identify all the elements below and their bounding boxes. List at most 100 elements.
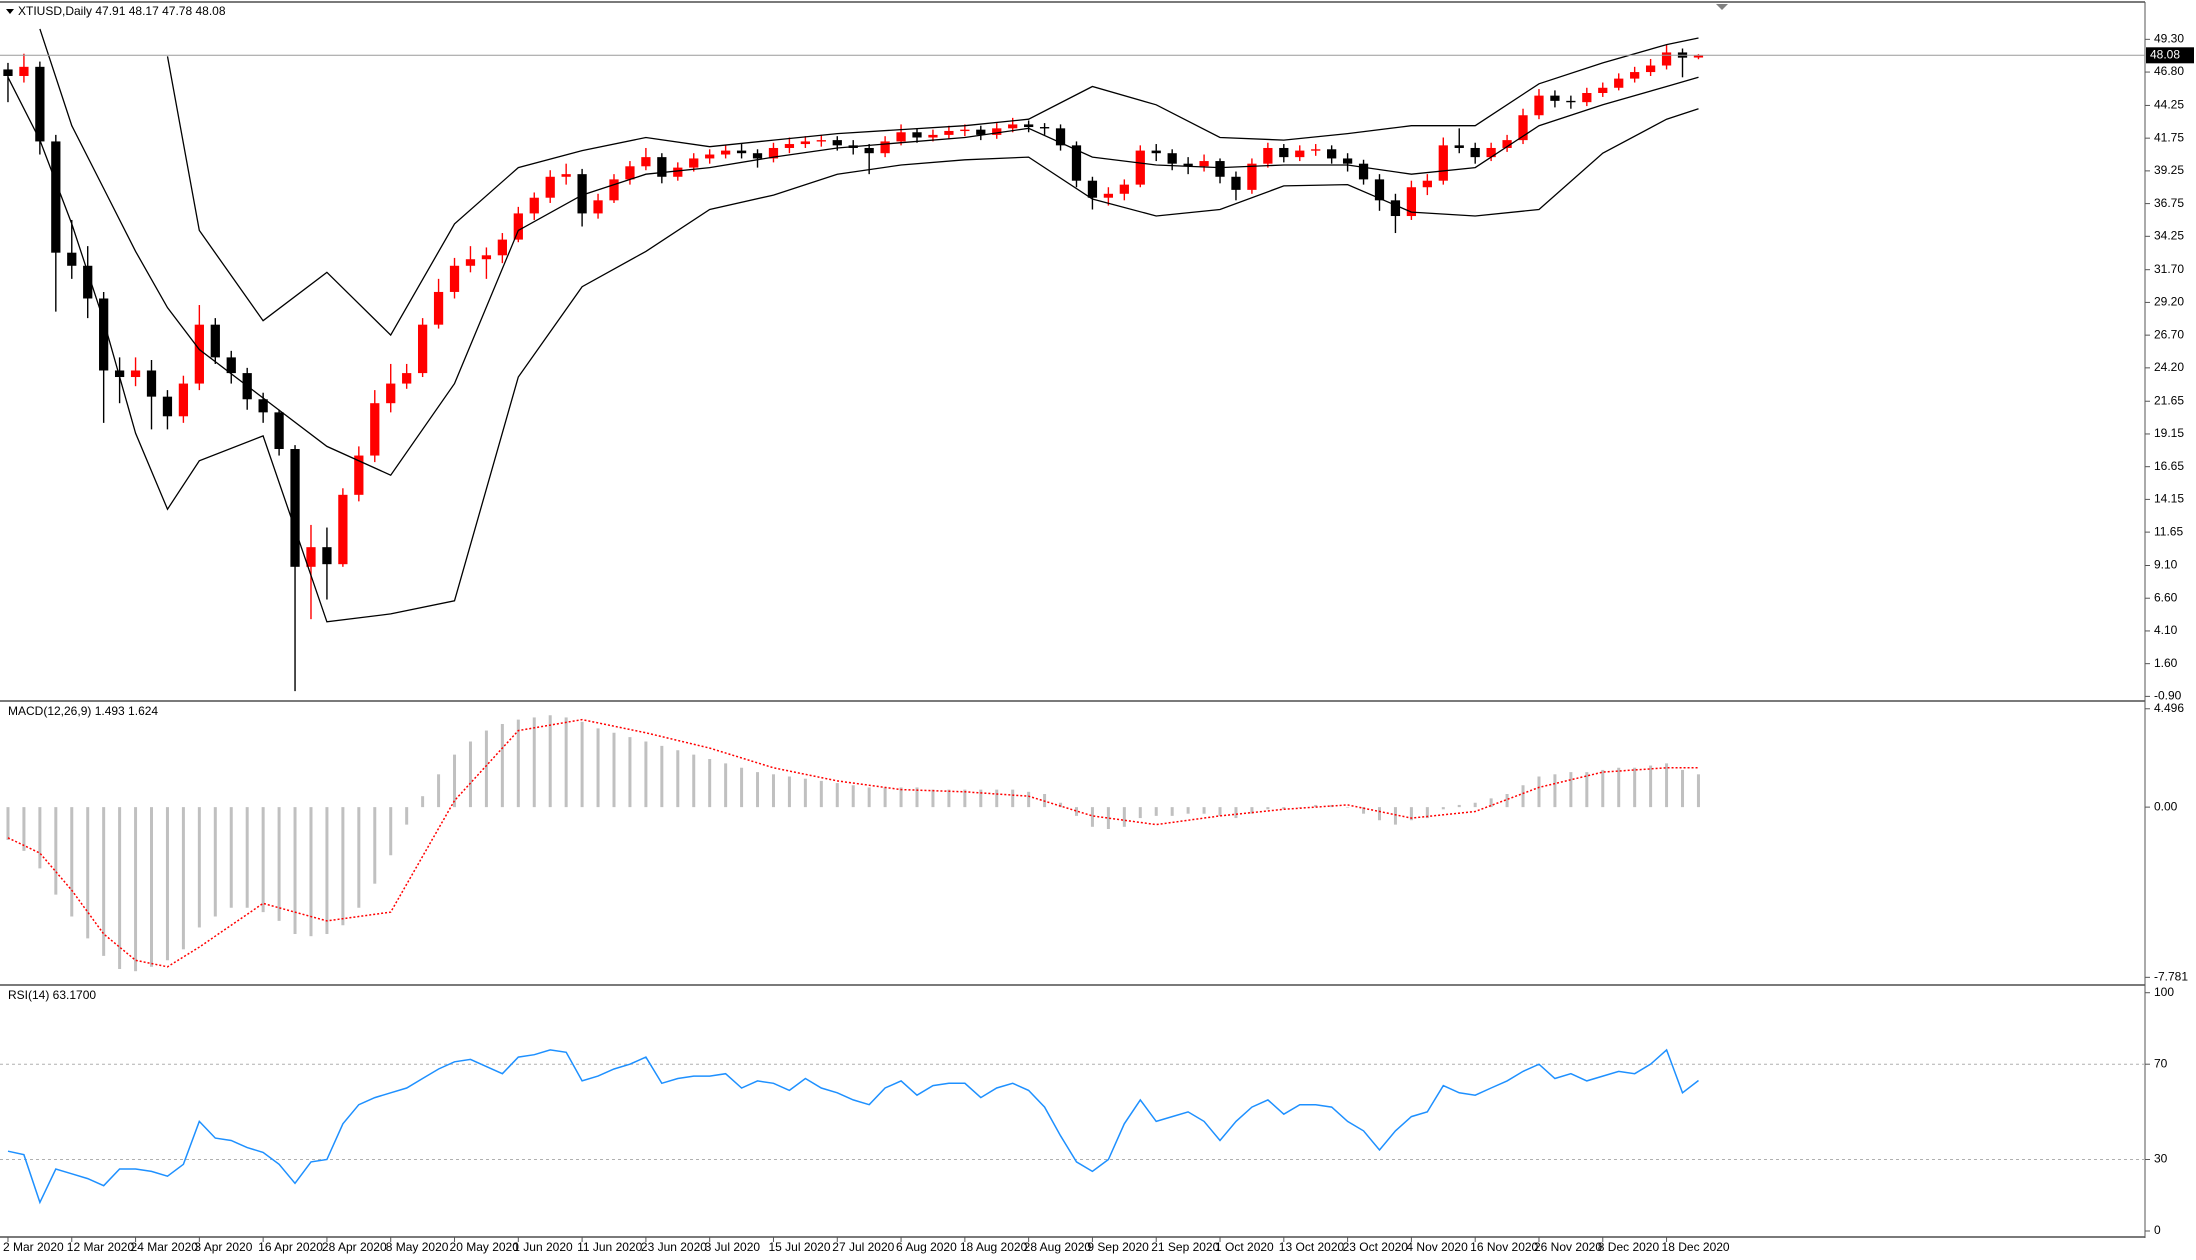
x-tick-label: 3 Apr 2020	[194, 1240, 252, 1254]
macd-bar	[1346, 807, 1350, 808]
candle-body	[513, 213, 523, 240]
candle-body	[402, 373, 412, 384]
y-tick-label: 34.25	[2154, 228, 2184, 242]
candle-body	[928, 134, 938, 138]
macd-bar	[883, 787, 887, 808]
macd-bar	[118, 807, 122, 969]
macd-bar	[341, 807, 345, 926]
macd-bar	[181, 807, 185, 950]
macd-bar	[1362, 807, 1366, 814]
candle-body	[386, 383, 396, 404]
x-tick-label: 13 Oct 2020	[1279, 1240, 1345, 1254]
candle-body	[35, 66, 45, 142]
macd-bar	[500, 724, 504, 808]
candle-body	[529, 197, 539, 214]
candle-body	[992, 128, 1002, 135]
macd-bar	[915, 787, 919, 808]
y-tick-label: -0.90	[2154, 689, 2182, 703]
header-open: 47.91	[95, 4, 125, 18]
candle-body	[1311, 149, 1321, 151]
macd-bar	[947, 789, 951, 808]
x-tick-label: 6 Aug 2020	[896, 1240, 957, 1254]
y-tick-label: 39.25	[2154, 163, 2184, 177]
candle-body	[194, 324, 204, 384]
candle-body	[1087, 180, 1098, 198]
macd-bar	[708, 759, 712, 808]
candle-body	[1263, 147, 1273, 164]
y-tick-label: 70	[2154, 1056, 2168, 1070]
macd-bar	[134, 807, 138, 972]
macd-bar	[1250, 807, 1254, 814]
y-tick-label: 41.75	[2154, 130, 2184, 144]
macd-bar	[899, 787, 903, 808]
macd-bar	[1138, 807, 1142, 819]
macd-bar	[1473, 802, 1477, 808]
x-tick-label: 28 Aug 2020	[1024, 1240, 1092, 1254]
candle-body	[210, 324, 220, 358]
candle-body	[673, 167, 683, 177]
macd-bar	[851, 785, 855, 808]
macd-bar	[22, 807, 26, 851]
chart-header: XTIUSD,Daily 47.91 48.17 47.78 48.08	[18, 4, 226, 18]
candle-body	[1119, 184, 1129, 194]
candle-body	[274, 412, 284, 450]
macd-bar	[1696, 774, 1700, 808]
y-tick-label: 9.10	[2154, 558, 2178, 572]
x-tick-label: 23 Oct 2020	[1343, 1240, 1409, 1254]
candle-body	[960, 129, 970, 132]
y-tick-label: 6.60	[2154, 590, 2178, 604]
x-tick-label: 3 Jul 2020	[705, 1240, 761, 1254]
macd-bar	[1186, 807, 1190, 814]
macd-bar	[38, 807, 42, 869]
candle-body	[449, 265, 460, 292]
macd-bar	[1537, 776, 1541, 808]
candle-body	[784, 144, 795, 148]
macd-bar	[102, 807, 106, 956]
macd-bar	[293, 807, 297, 934]
macd-bar	[1601, 769, 1605, 808]
candle-body	[1039, 127, 1050, 129]
candle-body	[1295, 150, 1305, 158]
candle-body	[290, 449, 300, 567]
macd-bar	[325, 807, 329, 934]
candle-body	[258, 399, 268, 413]
candle-body	[1645, 65, 1656, 73]
candle-body	[1167, 153, 1177, 164]
candle-body	[800, 141, 810, 145]
y-tick-label: 26.70	[2154, 327, 2184, 341]
rsi-line	[7, 1048, 1699, 1205]
candle-body	[1486, 147, 1496, 158]
bollinger-upper	[166, 37, 1699, 337]
bollinger-middle	[39, 28, 1699, 477]
macd-bar	[1681, 769, 1685, 808]
macd-bar	[1457, 804, 1461, 808]
candle-body	[1327, 149, 1337, 159]
y-tick-label: 100	[2154, 985, 2174, 999]
candle-body	[114, 370, 125, 378]
macd-bar	[245, 807, 249, 908]
candle-body	[689, 158, 699, 168]
y-tick-label: 4.496	[2154, 701, 2184, 715]
macd-bar	[1665, 763, 1669, 808]
x-tick-label: 2 Mar 2020	[3, 1240, 64, 1254]
shift-marker	[1716, 4, 1728, 10]
macd-bar	[54, 807, 58, 895]
y-tick-label: 0.00	[2154, 799, 2178, 813]
candle-body	[1215, 161, 1225, 177]
candle-body	[1470, 147, 1480, 158]
macd-bar	[373, 807, 377, 884]
candle-body	[146, 370, 157, 397]
candle-body	[19, 66, 29, 76]
candle-body	[1614, 78, 1624, 88]
macd-bar	[564, 717, 568, 808]
candle-body	[1438, 145, 1448, 181]
candle-body	[99, 298, 109, 371]
candle-body	[1055, 128, 1066, 146]
candle-body	[1103, 193, 1114, 198]
header-low: 47.78	[162, 4, 192, 18]
macd-bar	[1377, 807, 1381, 821]
candle-body	[736, 150, 747, 154]
candle-body	[1231, 176, 1241, 190]
candle-body	[83, 265, 93, 299]
